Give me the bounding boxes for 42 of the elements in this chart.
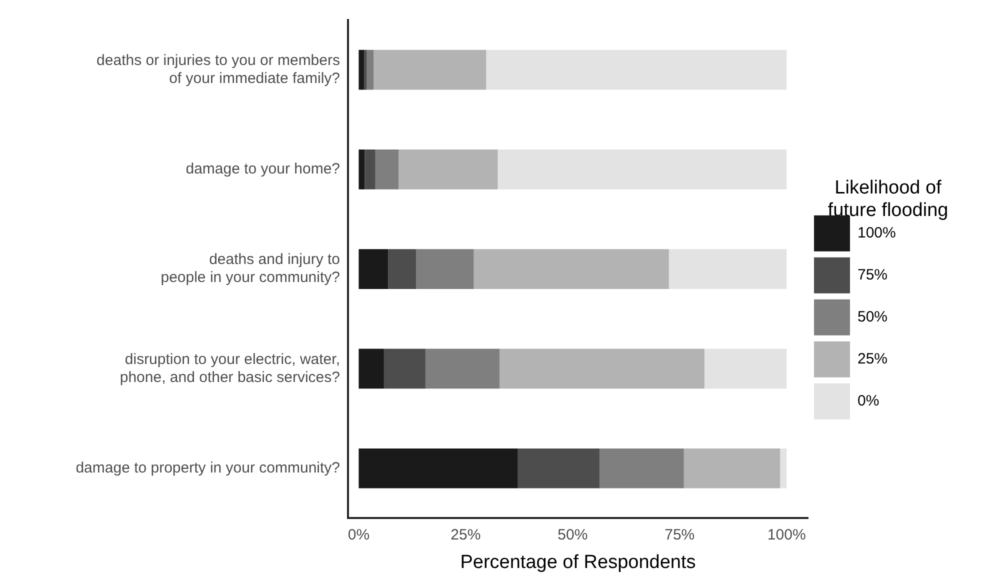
bar [388, 249, 416, 290]
x-tick-label: 0% [348, 526, 370, 544]
bar [366, 50, 374, 90]
bar [498, 150, 787, 190]
legend-label: 50% [858, 308, 888, 326]
legend-label: 100% [858, 224, 896, 242]
legend-label: 75% [858, 266, 888, 284]
legend-label: 25% [858, 350, 888, 368]
legend-label: 0% [858, 392, 880, 410]
bar [668, 249, 787, 290]
bar [358, 348, 384, 389]
bar [358, 50, 364, 90]
bar [425, 348, 500, 389]
x-tick-label: 100% [767, 526, 806, 544]
bar [398, 150, 498, 190]
bar [358, 249, 388, 290]
bar [384, 348, 426, 389]
legend-title: Likelihood of future flooding [828, 177, 948, 222]
bar [374, 50, 486, 90]
bar [416, 249, 474, 290]
bar [486, 50, 787, 90]
bar [499, 348, 704, 389]
y-tick-label: damage to property in your community? [76, 460, 340, 477]
x-tick-label: 50% [558, 526, 588, 544]
bar [375, 150, 398, 190]
y-tick-label: damage to your home? [186, 160, 340, 178]
bar [358, 150, 365, 190]
bar [364, 50, 367, 90]
y-tick-label: deaths or injuries to you or members of your immediate family? [96, 52, 340, 87]
x-tick-label: 25% [450, 526, 481, 544]
bar [358, 448, 518, 488]
bar [600, 448, 684, 488]
bar [518, 448, 600, 488]
y-tick-label: deaths and injury to people in your community? [160, 251, 340, 286]
bar [474, 249, 669, 290]
bar [780, 448, 787, 488]
x-axis-title: Percentage of Respondents [460, 552, 696, 573]
bar [684, 448, 780, 488]
y-tick-label: disruption to your electric, water, phone, and other basic services? [120, 350, 340, 386]
bar [704, 348, 787, 389]
bar [364, 150, 376, 190]
x-tick-label: 75% [664, 526, 695, 544]
